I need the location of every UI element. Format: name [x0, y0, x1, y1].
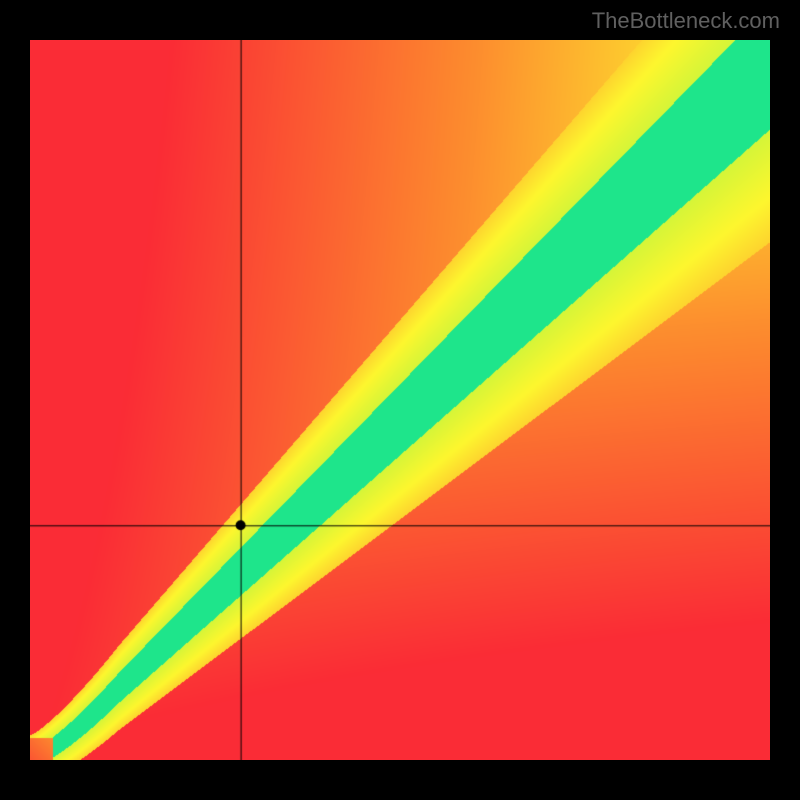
heatmap-canvas [30, 40, 770, 760]
heatmap-plot [30, 40, 770, 760]
watermark-text: TheBottleneck.com [592, 8, 780, 34]
chart-container: TheBottleneck.com [0, 0, 800, 800]
